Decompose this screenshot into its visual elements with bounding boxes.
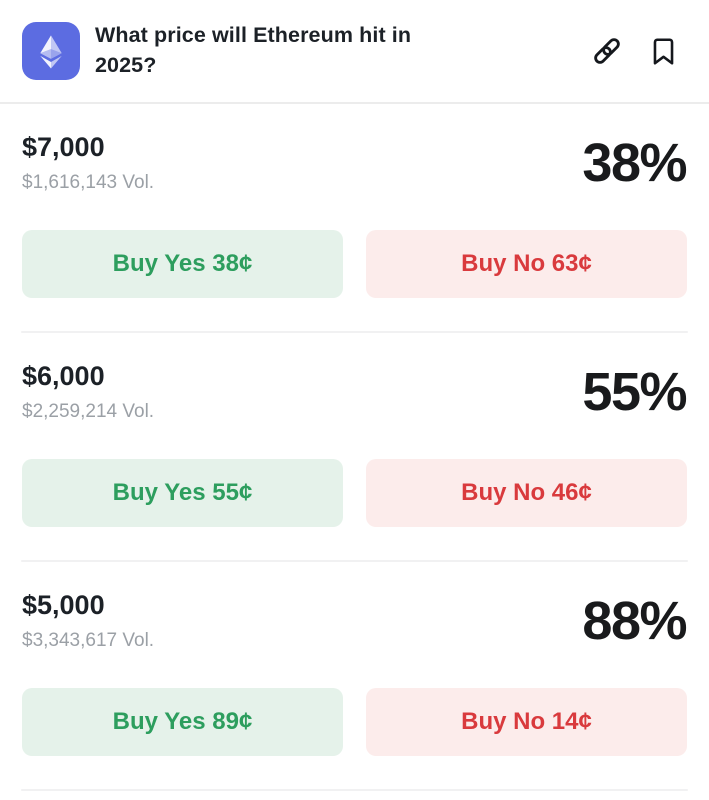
outcome-volume: $3,343,617 Vol. (22, 630, 155, 652)
outcome-summary: $7,000 $1,616,143 Vol. 38% (22, 132, 687, 194)
outcome-name: $5,000 (22, 590, 105, 621)
buy-no-button[interactable]: Buy No 46¢ (366, 459, 687, 527)
outcome-info: $7,000 $1,616,143 Vol. (22, 132, 154, 194)
outcome-row: $7,000 $1,616,143 Vol. 38% Buy Yes 38¢ B… (0, 104, 709, 333)
outcome-volume: $2,259,214 Vol. (22, 401, 155, 423)
ethereum-icon (22, 22, 80, 80)
divider (21, 560, 688, 562)
bookmark-button[interactable] (648, 36, 679, 67)
outcome-row: $5,000 $3,343,617 Vol. 88% Buy Yes 89¢ B… (0, 562, 709, 791)
outcome-info: $5,000 $3,343,617 Vol. (22, 590, 154, 652)
outcome-summary: $6,000 $2,259,214 Vol. 55% (22, 361, 687, 423)
outcome-name: $7,000 (22, 132, 105, 163)
buy-yes-button[interactable]: Buy Yes 38¢ (22, 230, 343, 298)
outcome-buttons: Buy Yes 89¢ Buy No 14¢ (22, 688, 687, 756)
buy-no-button[interactable]: Buy No 63¢ (366, 230, 687, 298)
header-actions (589, 33, 679, 69)
link-icon (594, 38, 620, 64)
buy-no-button[interactable]: Buy No 14¢ (366, 688, 687, 756)
buy-yes-button[interactable]: Buy Yes 89¢ (22, 688, 343, 756)
bookmark-icon (653, 37, 674, 65)
market-title: What price will Ethereum hit in 2025? (95, 23, 412, 77)
outcome-name: $6,000 (22, 361, 105, 392)
outcome-summary: $5,000 $3,343,617 Vol. 88% (22, 590, 687, 652)
buy-yes-button[interactable]: Buy Yes 55¢ (22, 459, 343, 527)
outcome-info: $6,000 $2,259,214 Vol. (22, 361, 154, 423)
outcome-buttons: Buy Yes 55¢ Buy No 46¢ (22, 459, 687, 527)
outcome-buttons: Buy Yes 38¢ Buy No 63¢ (22, 230, 687, 298)
ethereum-logo (40, 35, 62, 69)
outcome-chance: 55% (582, 362, 687, 422)
outcome-volume: $1,616,143 Vol. (22, 172, 155, 194)
copy-link-button[interactable] (589, 33, 625, 69)
divider (21, 331, 688, 333)
outcome-chance: 38% (582, 133, 687, 193)
market-header: What price will Ethereum hit in 2025? (0, 0, 709, 104)
outcome-chance: 88% (582, 591, 687, 651)
outcome-row: $6,000 $2,259,214 Vol. 55% Buy Yes 55¢ B… (0, 333, 709, 562)
divider (21, 789, 688, 791)
